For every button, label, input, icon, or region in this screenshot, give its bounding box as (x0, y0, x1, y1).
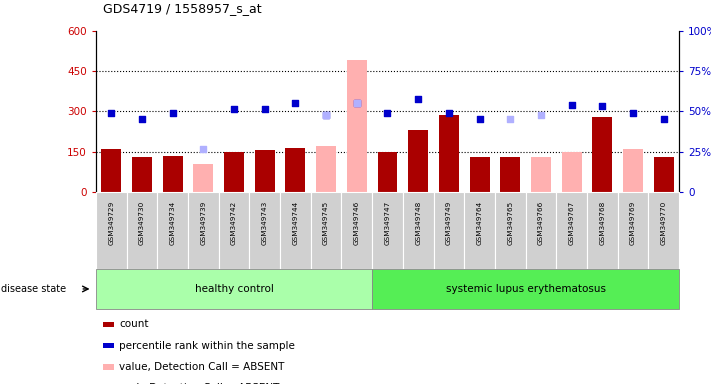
Point (321, 112, 332, 118)
Bar (562, 152, 582, 192)
Text: healthy control: healthy control (195, 284, 274, 294)
Bar (501, 157, 520, 192)
Text: GSM349745: GSM349745 (323, 201, 329, 245)
Bar (163, 156, 183, 192)
Bar (439, 115, 459, 192)
Point (228, 106, 240, 112)
Point (566, 101, 577, 108)
Point (505, 116, 516, 122)
Bar (592, 117, 612, 192)
Text: GSM349730: GSM349730 (139, 201, 145, 245)
Bar (531, 157, 551, 192)
Point (321, 112, 332, 118)
Bar (653, 157, 673, 192)
Bar (132, 157, 152, 192)
Text: GSM349767: GSM349767 (569, 201, 574, 245)
Text: GSM349749: GSM349749 (446, 201, 452, 245)
Text: value, Detection Call = ABSENT: value, Detection Call = ABSENT (119, 362, 285, 372)
Text: GSM349744: GSM349744 (292, 201, 299, 245)
Point (412, 96, 424, 103)
Point (382, 110, 393, 116)
Bar (408, 130, 428, 192)
Text: GSM349748: GSM349748 (415, 201, 421, 245)
Point (658, 116, 669, 122)
Bar (469, 157, 489, 192)
Text: percentile rank within the sample: percentile rank within the sample (119, 341, 295, 351)
Point (198, 146, 209, 152)
Text: GSM349747: GSM349747 (385, 201, 390, 245)
Point (106, 110, 117, 116)
Point (259, 106, 270, 112)
Text: GDS4719 / 1558957_s_at: GDS4719 / 1558957_s_at (103, 2, 262, 15)
Point (597, 103, 608, 109)
Bar (224, 152, 244, 192)
Text: GSM349766: GSM349766 (538, 201, 544, 245)
Text: GSM349768: GSM349768 (599, 201, 605, 245)
Text: GSM349742: GSM349742 (231, 201, 237, 245)
Text: GSM349739: GSM349739 (201, 201, 206, 245)
Point (351, 100, 363, 106)
Text: count: count (119, 319, 149, 329)
Text: systemic lupus erythematosus: systemic lupus erythematosus (446, 284, 606, 294)
Text: GSM349765: GSM349765 (507, 201, 513, 245)
Text: disease state: disease state (1, 284, 66, 294)
Point (290, 100, 301, 106)
Text: GSM349743: GSM349743 (262, 201, 268, 245)
Text: GSM349770: GSM349770 (661, 201, 667, 245)
Bar (286, 148, 306, 192)
Bar (378, 152, 397, 192)
Point (474, 116, 485, 122)
Bar (347, 60, 367, 192)
Text: GSM349746: GSM349746 (354, 201, 360, 245)
Text: rank, Detection Call = ABSENT: rank, Detection Call = ABSENT (119, 383, 280, 384)
Bar (255, 150, 274, 192)
Bar (193, 164, 213, 192)
Text: GSM349764: GSM349764 (476, 201, 483, 245)
Point (137, 116, 148, 122)
Point (167, 110, 178, 116)
Bar (623, 149, 643, 192)
Text: GSM349734: GSM349734 (170, 201, 176, 245)
Point (443, 110, 454, 116)
Bar (316, 146, 336, 192)
Point (351, 100, 363, 106)
Text: GSM349729: GSM349729 (108, 201, 114, 245)
Text: GSM349769: GSM349769 (630, 201, 636, 245)
Point (627, 110, 638, 116)
Point (535, 112, 547, 118)
Bar (102, 149, 122, 192)
